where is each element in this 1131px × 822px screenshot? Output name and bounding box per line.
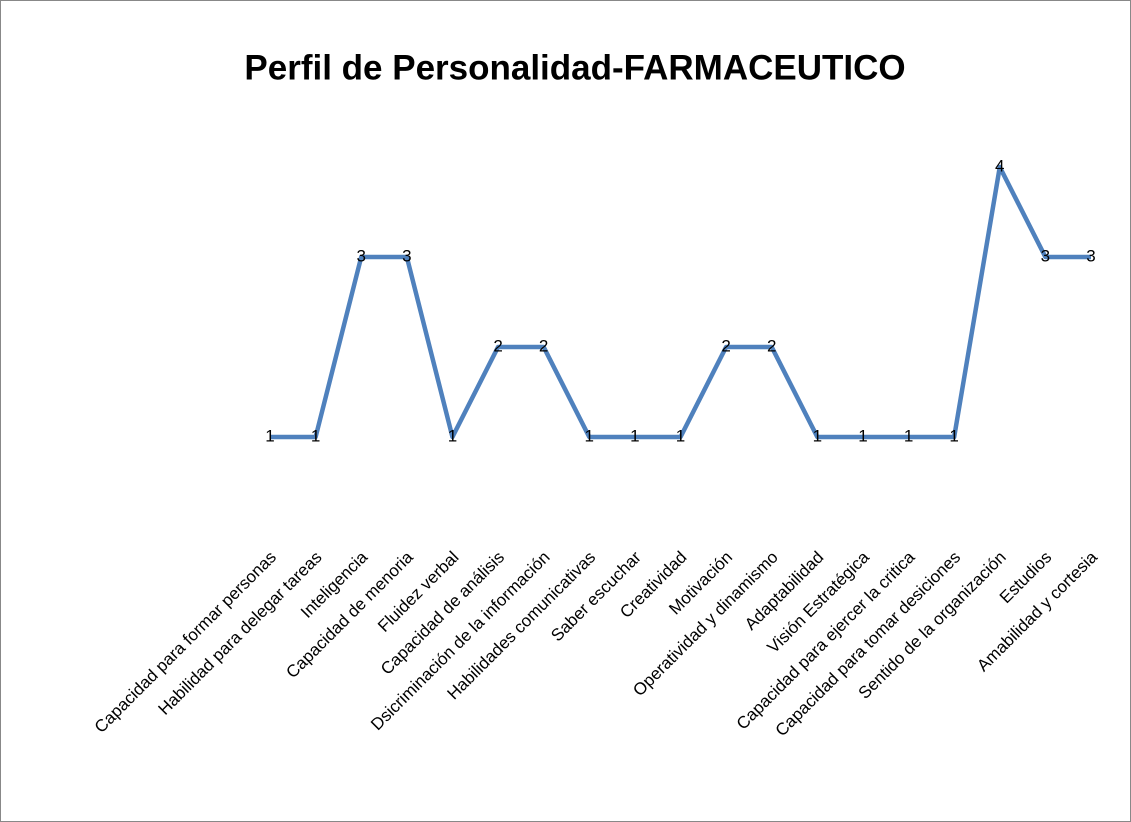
data-label: 1 (311, 426, 320, 445)
line-series (270, 164, 1091, 440)
data-label: 2 (493, 336, 502, 355)
data-label: 1 (858, 426, 867, 445)
data-label: 2 (539, 336, 548, 355)
data-label: 1 (630, 426, 639, 445)
data-label: 2 (721, 336, 730, 355)
data-label: 1 (949, 426, 958, 445)
data-label: 1 (676, 426, 685, 445)
data-label: 1 (904, 426, 913, 445)
data-label: 2 (767, 336, 776, 355)
data-label: 3 (356, 246, 365, 265)
data-label: 1 (813, 426, 822, 445)
data-label: 1 (265, 426, 274, 445)
data-label: 3 (1041, 246, 1050, 265)
data-label: 1 (585, 426, 594, 445)
chart-title: Perfil de Personalidad-FARMACEUTICO (244, 48, 905, 87)
data-label: 1 (448, 426, 457, 445)
data-label: 3 (402, 246, 411, 265)
data-label: 3 (1086, 246, 1095, 265)
data-label: 4 (995, 156, 1004, 175)
